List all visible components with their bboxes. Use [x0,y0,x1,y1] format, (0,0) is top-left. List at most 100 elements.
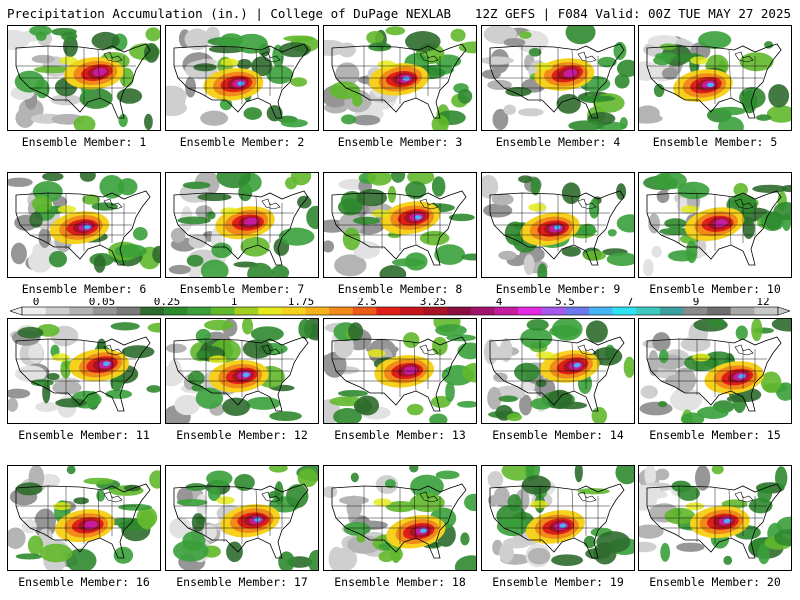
ensemble-member-label: Ensemble Member: 12 [176,428,308,442]
precip-map [165,172,319,278]
precip-map [323,172,477,278]
ensemble-member-panel: Ensemble Member: 11 [7,318,161,442]
ensemble-member-label: Ensemble Member: 14 [492,428,624,442]
ensemble-member-panel: Ensemble Member: 20 [638,465,792,589]
ensemble-member-label: Ensemble Member: 3 [337,135,463,149]
precip-map [638,465,792,571]
precip-map [481,318,635,424]
colorbar-swatch [22,307,46,315]
colorbar-swatch [683,307,708,315]
colorbar-swatch [494,307,519,315]
colorbar-swatch [541,307,566,315]
ensemble-member-panel: Ensemble Member: 7 [165,172,319,296]
ensemble-member-panel: Ensemble Member: 10 [638,172,792,296]
ensemble-member-label: Ensemble Member: 10 [649,282,781,296]
ensemble-member-panel: Ensemble Member: 5 [638,25,792,149]
precip-map [323,25,477,131]
ensemble-member-panel: Ensemble Member: 13 [323,318,477,442]
colorbar-swatch [69,307,94,315]
colorbar-tick-label: 5.5 [555,298,575,308]
colorbar-tick-label: 7 [627,298,634,308]
precip-map [7,25,161,131]
colorbar-tick-label: 4 [496,298,503,308]
ensemble-member-label: Ensemble Member: 4 [495,135,621,149]
precip-map [323,318,477,424]
colorbar-swatch [470,307,495,315]
colorbar-swatch [92,307,117,315]
ensemble-member-label: Ensemble Member: 16 [18,575,150,589]
colorbar-tick-label: 0.25 [154,298,181,308]
ensemble-member-label: Ensemble Member: 19 [492,575,624,589]
ensemble-member-panel: Ensemble Member: 14 [481,318,635,442]
colorbar-swatch [234,307,259,315]
colorbar-swatch [187,307,212,315]
ensemble-member-label: Ensemble Member: 8 [337,282,463,296]
colorbar-tick-label: 12 [756,298,769,308]
colorbar-swatch [305,307,330,315]
colorbar-swatch [754,307,779,315]
precip-map [323,465,477,571]
ensemble-member-panel: Ensemble Member: 16 [7,465,161,589]
colorbar-swatch [376,307,401,315]
ensemble-member-label: Ensemble Member: 20 [649,575,781,589]
colorbar-left-arrow [10,306,23,316]
precip-map [7,465,161,571]
ensemble-member-panel: Ensemble Member: 18 [323,465,477,589]
colorbar-swatch [518,307,543,315]
colorbar-swatch [659,307,684,315]
colorbar-swatch [400,307,424,315]
ensemble-member-label: Ensemble Member: 13 [334,428,466,442]
colorbar-tick-label: 0 [33,298,40,308]
precip-map [7,318,161,424]
ensemble-member-panel: Ensemble Member: 1 [7,25,161,149]
precip-map [165,318,319,424]
ensemble-member-label: Ensemble Member: 7 [179,282,305,296]
ensemble-member-panel: Ensemble Member: 15 [638,318,792,442]
colorbar-swatch [140,307,165,315]
colorbar-right-arrow [777,306,790,316]
ensemble-member-label: Ensemble Member: 1 [21,135,147,149]
colorbar-swatch [636,307,661,315]
ensemble-member-label: Ensemble Member: 9 [495,282,621,296]
precip-map [481,172,635,278]
colorbar-swatch [163,307,188,315]
precip-map [481,465,635,571]
colorbar-swatch [45,307,70,315]
ensemble-member-panel: Ensemble Member: 6 [7,172,161,296]
colorbar-swatch [589,307,613,315]
colorbar-swatch [211,307,235,315]
precip-map [7,172,161,278]
ensemble-member-panel: Ensemble Member: 8 [323,172,477,296]
map-title: Precipitation Accumulation (in.) | Colle… [7,6,452,21]
precip-map [165,465,319,571]
precip-map [638,25,792,131]
colorbar-swatch [423,307,448,315]
precip-map [165,25,319,131]
precip-map [481,25,635,131]
colorbar-swatch [352,307,377,315]
precip-colorbar: 0 0.05 0.25 1 1.75 2.5 3.25 4 5.5 7 9 12 [10,298,790,320]
ensemble-member-label: Ensemble Member: 18 [334,575,466,589]
ensemble-member-panel: Ensemble Member: 9 [481,172,635,296]
colorbar-swatch [329,307,354,315]
colorbar-swatch [447,307,472,315]
colorbar-swatch [116,307,141,315]
colorbar-tick-label: 3.25 [420,298,447,308]
ensemble-member-label: Ensemble Member: 2 [179,135,305,149]
colorbar-tick-label: 1 [231,298,238,308]
ensemble-member-panel: Ensemble Member: 12 [165,318,319,442]
colorbar-swatch [730,307,755,315]
ensemble-member-panel: Ensemble Member: 17 [165,465,319,589]
colorbar-swatch [258,307,283,315]
colorbar-swatch [281,307,306,315]
ensemble-member-label: Ensemble Member: 11 [18,428,150,442]
colorbar-tick-label: 2.5 [357,298,377,308]
ensemble-member-label: Ensemble Member: 6 [21,282,147,296]
precip-map [638,172,792,278]
colorbar-swatch [612,307,637,315]
model-run-info: 12Z GEFS | F084 Valid: 00Z TUE MAY 27 20… [474,6,791,21]
ensemble-member-label: Ensemble Member: 15 [649,428,781,442]
ensemble-member-panel: Ensemble Member: 3 [323,25,477,149]
ensemble-member-label: Ensemble Member: 17 [176,575,308,589]
ensemble-member-label: Ensemble Member: 5 [652,135,778,149]
